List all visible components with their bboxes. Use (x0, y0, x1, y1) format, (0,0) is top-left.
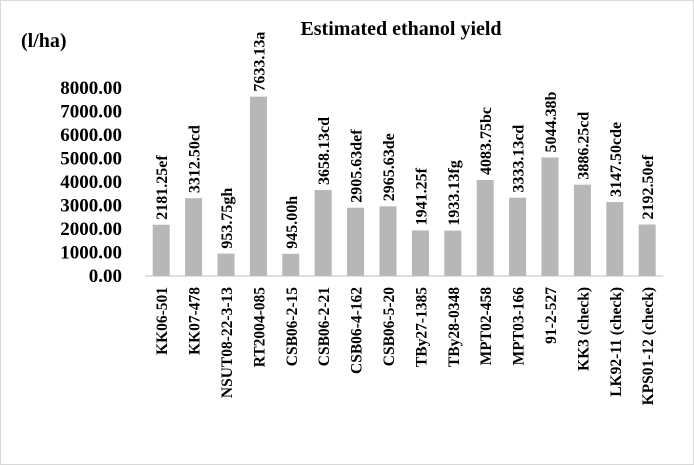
data-label: 3312.50cd (187, 125, 204, 193)
x-tick-label: LK92-11 (check) (608, 287, 625, 397)
bar (347, 207, 365, 276)
data-label: 4083.75bc (478, 107, 495, 175)
bar (217, 253, 235, 276)
x-tick-label: 91-2-527 (543, 287, 560, 344)
y-tick-label: 2000.00 (60, 219, 122, 240)
bar (282, 253, 300, 276)
x-tick-label: CSB06-4-162 (349, 287, 366, 374)
bar (638, 224, 656, 276)
x-tick-label: CSB06-5-20 (381, 287, 398, 366)
y-tick-label: 1000.00 (60, 243, 122, 264)
y-tick-label: 3000.00 (60, 196, 122, 217)
x-tick-label: TBy27-1385 (413, 287, 430, 367)
data-label: 2905.63def (349, 129, 366, 203)
data-label: 945.00h (284, 196, 301, 249)
bar (573, 184, 591, 276)
bar (152, 224, 170, 276)
data-label: 2965.63de (381, 133, 398, 201)
bar (509, 197, 527, 276)
x-tick-label: MPT03-166 (511, 287, 528, 366)
chart-title: Estimated ethanol yield (300, 18, 501, 40)
x-tick-label: NSUT08-22-3-13 (219, 287, 236, 398)
data-label: 2181.25ef (154, 155, 171, 220)
x-tick-label: CSB06-2-21 (316, 287, 333, 366)
y-tick-label: 5000.00 (60, 149, 122, 170)
x-tick-label: KK06-501 (154, 287, 171, 355)
bar (249, 96, 267, 276)
bar (379, 206, 397, 276)
y-tick-label: 0.00 (89, 266, 122, 287)
data-label: 3147.50cde (608, 122, 625, 197)
data-label: 3886.25cd (575, 112, 592, 180)
y-tick-label: 8000.00 (60, 78, 122, 99)
bars (152, 96, 656, 276)
data-label: 1941.25f (413, 167, 430, 225)
data-label: 7633.13a (251, 32, 268, 92)
data-label: 2192.50ef (640, 154, 657, 219)
x-tick-label: KPS01-12 (check) (640, 287, 657, 405)
x-tick-label: KK07-478 (187, 287, 204, 355)
data-label: 1933.13fg (446, 160, 463, 225)
bar (185, 198, 203, 276)
x-tick-label: TBy28-0348 (446, 287, 463, 367)
x-tick-label: KK3 (check) (575, 287, 592, 371)
bar (541, 157, 559, 276)
y-axis-unit-label: (l/ha) (21, 30, 67, 52)
y-tick-label: 7000.00 (60, 102, 122, 123)
data-label: 5044.38b (543, 91, 560, 152)
bar (314, 190, 332, 276)
data-label: 953.75gh (219, 188, 236, 249)
data-label: 3333.13cd (511, 125, 528, 193)
bar (411, 230, 429, 276)
bar (444, 230, 462, 276)
data-label: 3658.13cd (316, 117, 333, 185)
x-tick-label: MPT02-458 (478, 287, 495, 366)
data-labels: 2181.25ef 3312.50cd 953.75gh 7633.13a 945.00… (154, 32, 657, 249)
bar (606, 202, 624, 276)
bar (476, 180, 494, 276)
x-tick-labels: KK06-501 KK07-478 NSUT08-22-3-13 RT2004-085… (154, 287, 657, 406)
y-tick-label: 4000.00 (60, 172, 122, 193)
y-tick-label: 6000.00 (60, 125, 122, 146)
x-tick-label: CSB06-2-15 (284, 287, 301, 366)
x-tick-label: RT2004-085 (251, 287, 268, 368)
